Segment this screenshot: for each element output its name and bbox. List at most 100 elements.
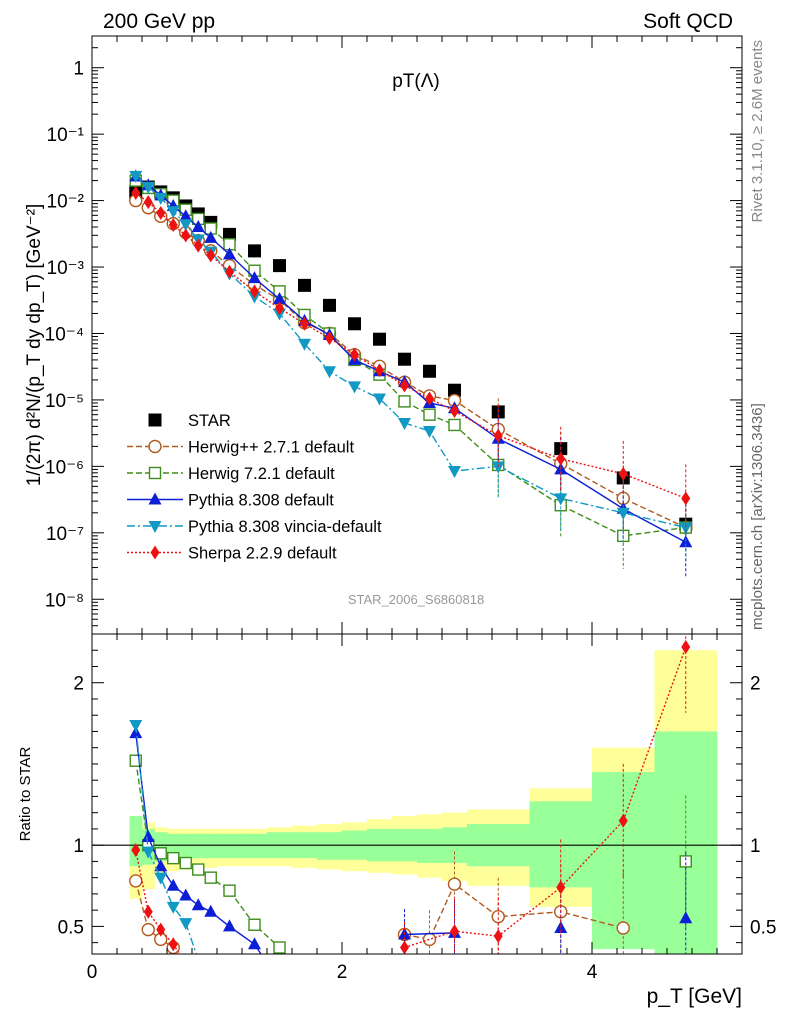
ratio-panel: 0.5 0.5 1 1 2 2 0 2 4 Ratio to STAR p_T [GeV] — [17, 633, 776, 1008]
data-point — [423, 426, 436, 439]
band-inner-segment — [129, 815, 143, 867]
ratio-point — [422, 932, 437, 947]
data-point — [129, 170, 143, 183]
ratio-point — [493, 929, 503, 944]
ratio-uncertainty-bands — [129, 650, 718, 954]
main-y-tick-label: 10⁻⁸ — [45, 590, 84, 611]
data-point — [179, 219, 193, 232]
data-point — [166, 206, 180, 219]
x-tick-label: 4 — [587, 962, 598, 983]
data-point — [325, 331, 334, 346]
band-inner-segment — [317, 832, 343, 860]
data-point — [398, 352, 411, 366]
main-y-tick-label: 1 — [73, 59, 84, 80]
ratio-point — [179, 918, 193, 931]
ratio-line — [404, 932, 455, 936]
data-point — [179, 209, 193, 222]
ratio-point — [681, 639, 691, 654]
data-point — [275, 301, 284, 316]
legend-marker — [148, 466, 162, 480]
ratio-point — [400, 940, 409, 954]
series-pythia-8-308-vincia-default — [129, 170, 693, 562]
x-axis-label: p_T [GeV] — [647, 985, 742, 1008]
data-point — [273, 292, 286, 305]
ratio-point — [191, 898, 205, 911]
rivet-version-label: Rivet 3.1.10, ≥ 2.6M events — [749, 40, 766, 223]
series-sherpa-2-2-9-default — [131, 186, 691, 533]
main-title: pT(Λ) — [392, 71, 440, 92]
data-point — [348, 381, 361, 394]
data-point — [423, 364, 436, 378]
data-point — [168, 217, 178, 232]
ratio-point — [192, 863, 205, 876]
data-point — [448, 383, 461, 397]
header-right-label: Soft QCD — [643, 10, 733, 33]
ratio-point — [556, 880, 566, 895]
legend-label: Pythia 8.308 default — [188, 492, 334, 510]
ratio-point — [447, 877, 462, 891]
data-point — [154, 192, 168, 205]
ratio-point — [618, 813, 628, 828]
data-point — [298, 278, 311, 292]
data-point — [373, 332, 386, 346]
ratio-point — [679, 855, 692, 868]
data-point — [223, 247, 236, 260]
ratio-point — [179, 856, 192, 870]
ratio-y-tick-label-left: 1 — [73, 836, 84, 857]
x-tick-label: 0 — [87, 962, 98, 983]
ratio-point — [156, 922, 166, 937]
ratio-point — [141, 846, 155, 859]
analysis-id-label: STAR_2006_S6860818 — [348, 592, 484, 607]
legend-label: Pythia 8.308 vincia-default — [188, 518, 382, 536]
mcplots-label: mcplots.cern.ch [arXiv:1306.3436] — [749, 403, 766, 630]
legend-label: STAR — [188, 412, 231, 430]
legend-entry-herwig-7-2-1-default: Herwig 7.2.1 default — [127, 465, 335, 483]
main-axis-ticks: 1 10⁻¹ 10⁻² 10⁻³ 10⁻⁴ 10⁻⁵ 10⁻⁶ 10⁻⁷ 10⁻⁸ — [45, 35, 742, 635]
legend-entry-star: STAR — [148, 412, 231, 430]
data-point — [348, 317, 361, 331]
ratio-point — [179, 888, 193, 901]
ratio-point — [679, 911, 693, 924]
data-point — [204, 230, 218, 243]
ratio-point — [223, 919, 236, 932]
data-point — [248, 271, 261, 284]
main-y-tick-label: 10⁻⁷ — [46, 524, 84, 545]
band-inner-segment — [204, 833, 218, 859]
data-point — [554, 493, 568, 506]
ratio-point — [166, 878, 180, 891]
ratio-point — [616, 921, 630, 935]
ratio-axis-ticks: 0.5 0.5 1 1 2 2 0 2 4 — [58, 634, 776, 983]
ratio-point — [248, 937, 261, 950]
data-point — [450, 404, 459, 419]
ratio-point — [141, 922, 155, 937]
band-inner-segment — [192, 833, 205, 859]
data-point — [423, 408, 436, 421]
legend-marker — [150, 545, 160, 560]
main-y-tick-label: 10⁻¹ — [47, 125, 85, 146]
ratio-series-herwig-7-2-1-default — [129, 754, 692, 954]
data-point — [143, 195, 153, 210]
legend-marker — [148, 439, 162, 454]
band-inner-segment — [417, 828, 443, 864]
data-point — [141, 182, 155, 195]
data-point — [350, 347, 359, 362]
data-point — [375, 363, 384, 378]
data-point — [400, 378, 409, 393]
data-point — [181, 228, 191, 243]
legend-label: Herwig++ 2.7.1 default — [188, 439, 354, 457]
main-y-tick-label: 10⁻³ — [47, 258, 85, 279]
ratio-point — [273, 941, 286, 954]
ratio-point — [154, 872, 168, 885]
ratio-point — [248, 918, 261, 931]
ratio-point — [131, 843, 141, 858]
legend: STAR Herwig++ 2.7.1 default Herwig 7.2.1 d… — [127, 412, 382, 563]
main-y-tick-label: 10⁻⁴ — [45, 324, 84, 345]
data-point — [373, 393, 386, 406]
legend-label: Sherpa 2.2.9 default — [188, 545, 337, 563]
data-point — [398, 417, 411, 430]
main-series-layer — [129, 169, 693, 577]
main-y-tick-label: 10⁻² — [47, 192, 85, 213]
ratio-point — [450, 924, 459, 939]
data-point — [448, 418, 461, 432]
